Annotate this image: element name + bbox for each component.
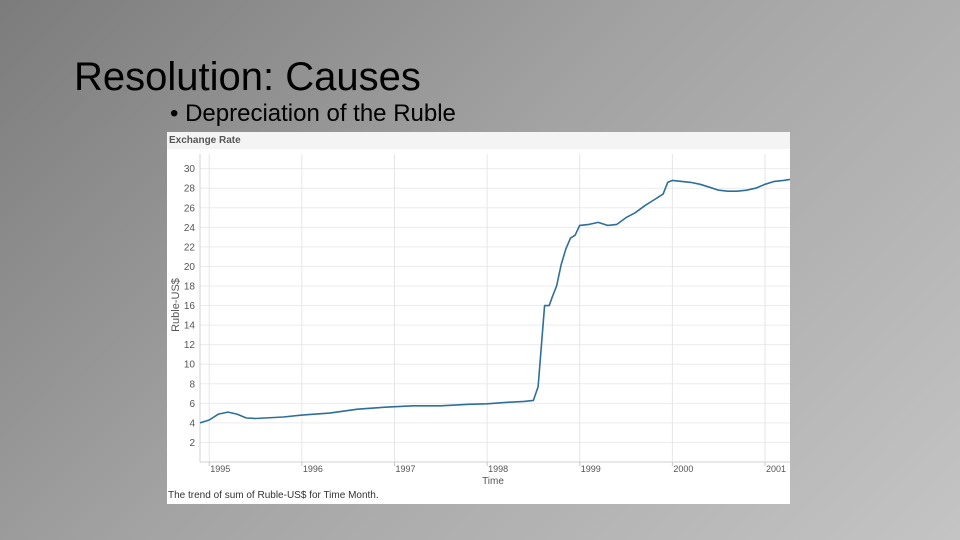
chart-caption: The trend of sum of Ruble-US$ for Time M… xyxy=(168,490,379,501)
y-tick-label: 16 xyxy=(184,301,196,312)
bullet-point: • Depreciation of the Ruble xyxy=(170,100,456,127)
axes xyxy=(199,154,790,466)
x-tick-label: 2000 xyxy=(673,464,693,474)
chart-header: Exchange Rate xyxy=(167,132,790,149)
x-tick-label: 1996 xyxy=(303,464,323,474)
x-tick-label: 1997 xyxy=(395,464,415,474)
y-tick-label: 6 xyxy=(189,399,195,410)
y-tick-label: 2 xyxy=(189,438,195,449)
x-tick-label: 2001 xyxy=(766,464,786,474)
x-tick-label: 1999 xyxy=(581,464,601,474)
y-tick-label: 4 xyxy=(189,418,195,429)
x-tick-labels: 1995 1996 1997 1998 1999 2000 2001 xyxy=(210,464,786,474)
chart-title: Exchange Rate xyxy=(169,135,241,146)
slide-title: Resolution: Causes xyxy=(74,55,421,99)
y-tick-label: 24 xyxy=(184,223,196,234)
y-tick-label: 8 xyxy=(189,379,195,390)
y-tick-label: 10 xyxy=(184,360,196,371)
y-tick-label: 30 xyxy=(184,164,196,175)
grid-lines xyxy=(200,154,790,462)
y-axis-label: Ruble-US$ xyxy=(170,278,182,332)
y-tick-label: 28 xyxy=(184,184,196,195)
y-tick-label: 12 xyxy=(184,340,196,351)
y-tick-label: 14 xyxy=(184,321,196,332)
x-axis-label: Time xyxy=(482,476,504,487)
y-tick-label: 18 xyxy=(184,282,196,293)
y-tick-label: 22 xyxy=(184,242,196,253)
series-line xyxy=(199,178,790,424)
y-tick-label: 26 xyxy=(184,203,196,214)
x-tick-label: 1995 xyxy=(210,464,230,474)
series-layer xyxy=(199,178,790,424)
y-tick-label: 20 xyxy=(184,262,196,273)
x-tick-label: 1998 xyxy=(488,464,508,474)
chart-panel: Exchange Rate 2 4 6 8 10 12 14 16 18 20 22 24 26 28 30… xyxy=(167,132,790,504)
